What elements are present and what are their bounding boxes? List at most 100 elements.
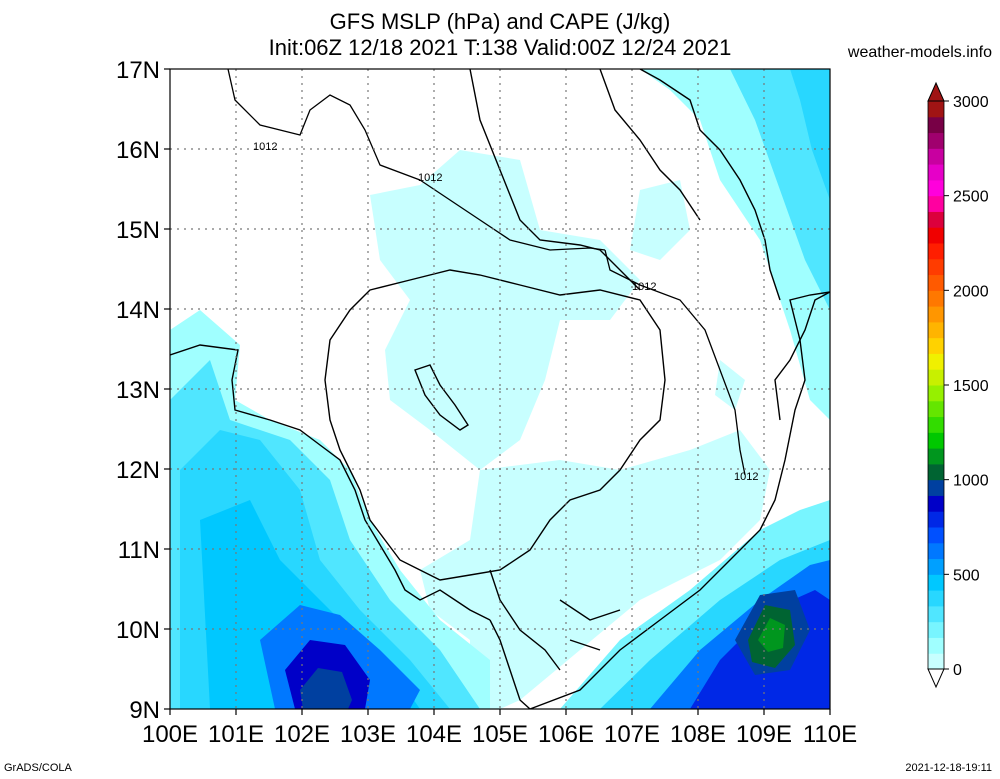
longitude-labels: 100E 101E 102E 103E 104E 105E 106E 107E 108E 109E… bbox=[142, 709, 857, 748]
border-cambodia bbox=[324, 269, 666, 581]
lat-tick-label: 15N bbox=[116, 217, 160, 244]
cape-area-northeast-mid bbox=[730, 69, 830, 310]
lon-tick-label: 105E bbox=[472, 721, 528, 748]
lon-tick-label: 103E bbox=[340, 721, 396, 748]
colorbar-swatch bbox=[928, 101, 944, 118]
cape-area-central bbox=[370, 150, 640, 470]
site-credit[interactable]: weather-models.info bbox=[847, 44, 992, 61]
lon-tick-label: 100E bbox=[142, 721, 198, 748]
isobar-label: 1012 bbox=[632, 281, 656, 293]
lat-tick-label: 11N bbox=[118, 537, 160, 564]
coast-vietnam-south bbox=[489, 291, 830, 709]
colorbar-swatch bbox=[928, 574, 944, 591]
generation-timestamp: 2021-12-18-19:11 bbox=[905, 762, 992, 774]
lat-tick-label: 17N bbox=[116, 57, 160, 84]
isobar-label: 1012 bbox=[734, 471, 758, 483]
lat-tick-label: 13N bbox=[116, 377, 160, 404]
colorbar-swatch bbox=[928, 605, 944, 623]
colorbar-label: 500 bbox=[953, 567, 980, 584]
colorbar-swatch bbox=[928, 637, 944, 654]
colorbar-swatch bbox=[928, 432, 944, 449]
colorbar-label: 1000 bbox=[953, 473, 989, 490]
colorbar-swatch bbox=[928, 306, 944, 323]
colorbar-swatch bbox=[928, 527, 944, 544]
lat-tick-label: 10N bbox=[116, 617, 160, 644]
colorbar-label: 3000 bbox=[953, 94, 989, 111]
isobar-labels: 1012 1012 1012 1012 bbox=[253, 141, 758, 483]
cape-area-east bbox=[715, 360, 745, 410]
colorbar-swatch bbox=[928, 511, 944, 528]
map-title: GFS MSLP (hPa) and CAPE (J/kg) bbox=[329, 9, 671, 34]
colorbar-swatch bbox=[928, 258, 944, 276]
colorbar-label: 0 bbox=[953, 662, 962, 679]
colorbar-swatch bbox=[928, 164, 944, 181]
colorbar: 0 500 1000 1500 2000 2500 3000 bbox=[927, 81, 989, 689]
border-laos bbox=[469, 69, 701, 291]
colorbar-swatch bbox=[928, 179, 944, 197]
latitude-labels: 9N 10N 11N 12N 13N 14N 15N 16N 17N bbox=[116, 57, 170, 724]
colorbar-min-arrow bbox=[927, 668, 945, 689]
colorbar-swatch bbox=[928, 590, 944, 607]
cape-area-south bbox=[420, 430, 770, 709]
colorbar-swatch bbox=[928, 542, 944, 560]
colorbar-swatch bbox=[928, 385, 944, 402]
lat-tick-label: 12N bbox=[116, 457, 160, 484]
lake-tonle-sap bbox=[414, 364, 469, 431]
colorbar-swatch bbox=[928, 116, 944, 134]
colorbar-swatch bbox=[928, 337, 944, 354]
lon-tick-label: 107E bbox=[604, 721, 660, 748]
lon-tick-label: 101E bbox=[208, 721, 264, 748]
colorbar-swatch bbox=[928, 132, 944, 149]
colorbar-swatch bbox=[928, 479, 944, 496]
colorbar-swatch bbox=[928, 621, 944, 638]
colorbar-swatch bbox=[928, 148, 944, 165]
lon-tick-label: 104E bbox=[406, 721, 462, 748]
cape-area-north-strip bbox=[630, 180, 690, 260]
cape-shading bbox=[170, 69, 830, 709]
mekong-delta-river bbox=[489, 569, 621, 671]
colorbar-swatch bbox=[928, 353, 944, 370]
lat-tick-label: 16N bbox=[116, 137, 160, 164]
colorbar-swatch bbox=[928, 290, 944, 307]
coast-thailand-gulf bbox=[170, 344, 491, 621]
colorbar-swatch bbox=[928, 274, 944, 291]
software-credit: GrADS/COLA bbox=[4, 762, 72, 774]
colorbar-swatch bbox=[928, 653, 944, 670]
colorbar-swatch bbox=[928, 369, 944, 386]
lat-tick-label: 9N bbox=[129, 697, 160, 724]
coast-vietnam-north bbox=[639, 69, 830, 421]
isobar-label: 1012 bbox=[253, 141, 277, 153]
colorbar-swatch bbox=[928, 463, 944, 481]
coastlines bbox=[170, 69, 830, 709]
lat-tick-label: 14N bbox=[116, 297, 160, 324]
map-subtitle: Init:06Z 12/18 2021 T:138 Valid:00Z 12/2… bbox=[268, 35, 732, 60]
cape-area-gulf-navy bbox=[300, 668, 352, 709]
cape-area-northeast-deep bbox=[790, 69, 830, 200]
colorbar-swatch bbox=[928, 400, 944, 418]
colorbar-label: 2500 bbox=[953, 189, 989, 206]
colorbar-swatch bbox=[928, 243, 944, 260]
lon-tick-label: 102E bbox=[274, 721, 330, 748]
isobar-central bbox=[419, 179, 606, 251]
map-panel bbox=[170, 69, 830, 709]
isobars bbox=[227, 69, 746, 476]
colorbar-swatch bbox=[928, 321, 944, 339]
colorbar-swatch bbox=[928, 558, 944, 575]
grid-lines bbox=[170, 69, 830, 709]
colorbar-label: 2000 bbox=[953, 283, 989, 300]
colorbar-swatch bbox=[928, 495, 944, 512]
colorbar-swatch bbox=[928, 211, 944, 228]
isobar-east bbox=[604, 249, 746, 476]
colorbar-label: 1500 bbox=[953, 378, 989, 395]
lon-tick-label: 106E bbox=[538, 721, 594, 748]
isobar-northwest bbox=[227, 69, 421, 181]
colorbar-swatch bbox=[928, 416, 944, 433]
lon-tick-label: 109E bbox=[736, 721, 792, 748]
lon-tick-label: 110E bbox=[803, 721, 857, 748]
cape-area-sea-bright-green bbox=[758, 618, 785, 652]
isobar-label: 1012 bbox=[418, 172, 442, 184]
colorbar-swatch bbox=[928, 448, 944, 465]
lon-tick-label: 108E bbox=[670, 721, 726, 748]
colorbar-swatch bbox=[928, 227, 944, 244]
